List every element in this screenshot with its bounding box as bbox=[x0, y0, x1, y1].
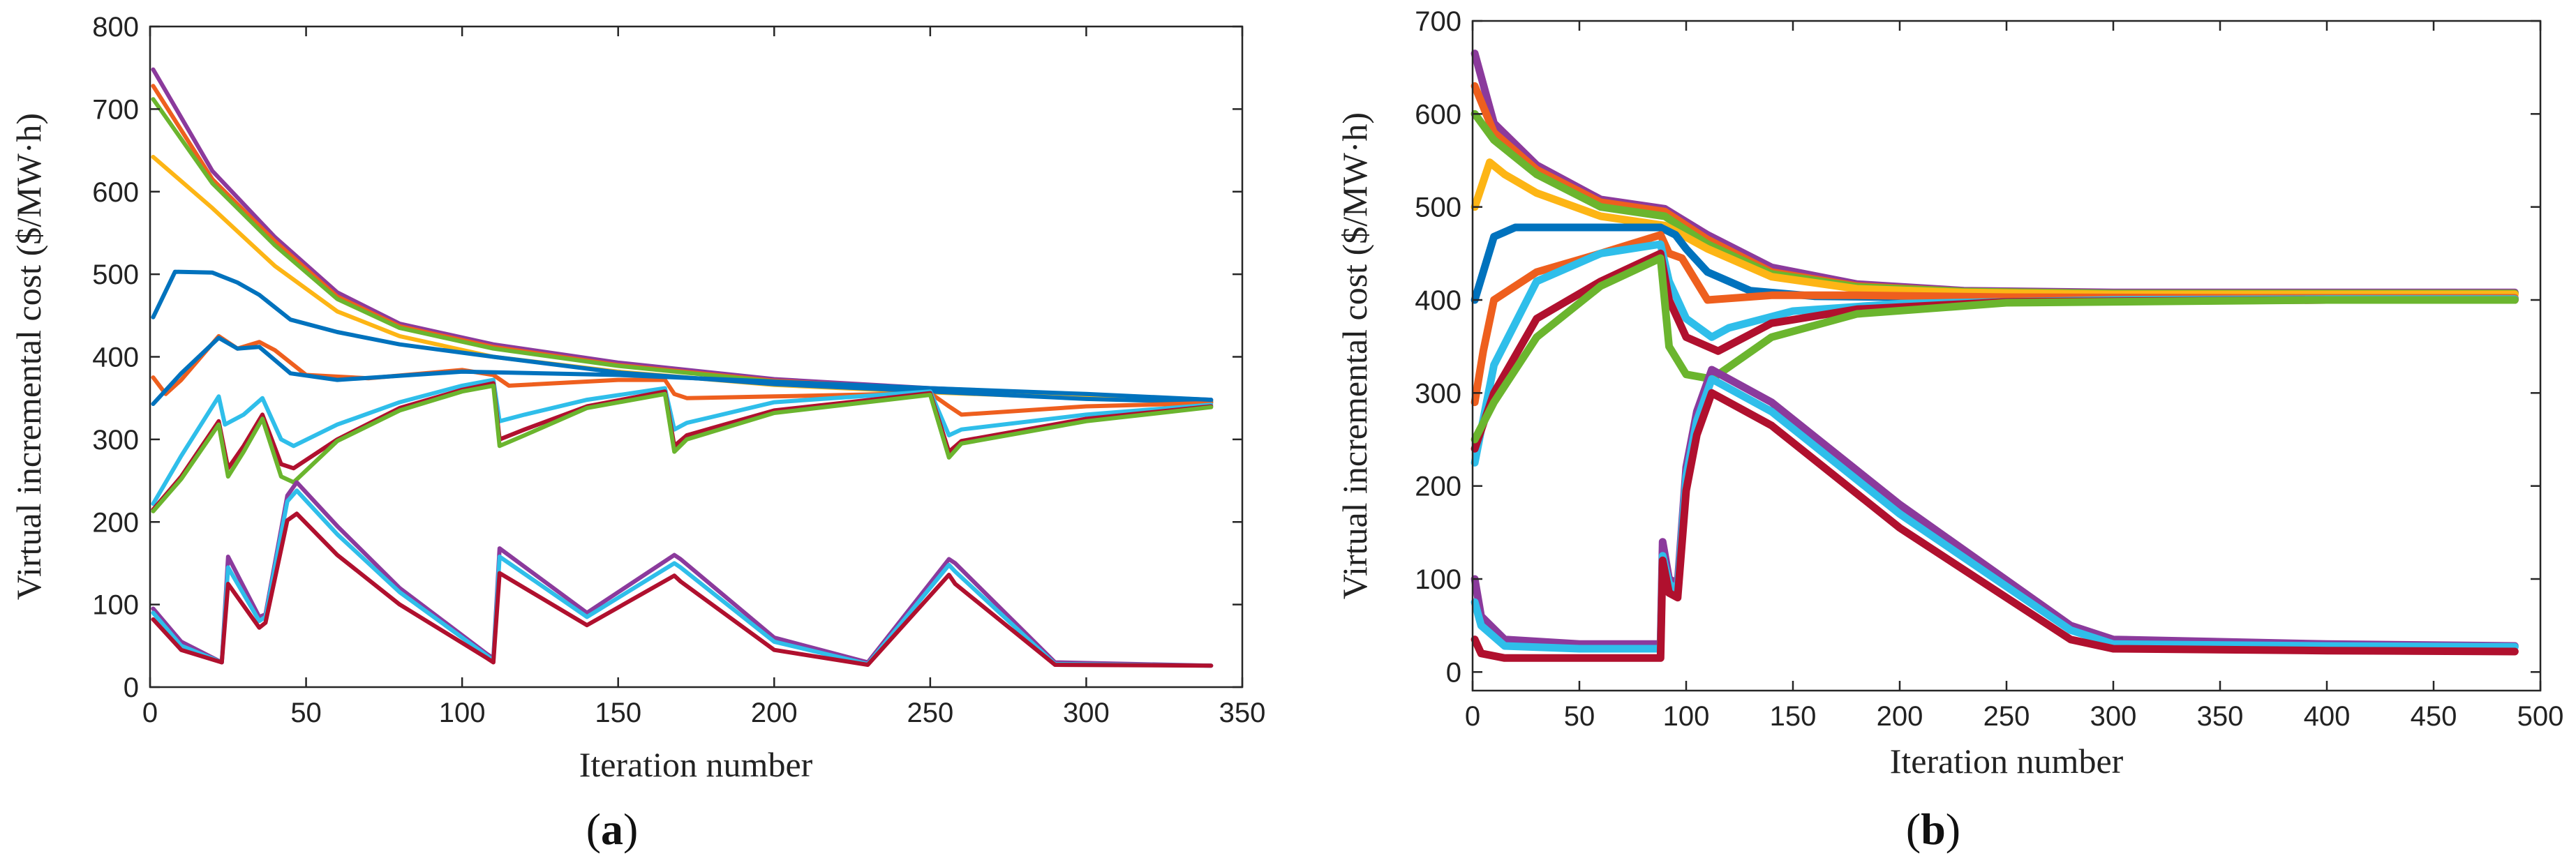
y-tick-label-b: 400 bbox=[1415, 285, 1461, 316]
y-tick-label-a: 700 bbox=[92, 94, 139, 125]
x-tick-label-b: 450 bbox=[2411, 701, 2457, 732]
x-tick-label-a: 350 bbox=[1219, 698, 1266, 728]
series-line-b-low-cyan bbox=[1471, 375, 2519, 653]
y-tick-label-b: 200 bbox=[1415, 472, 1461, 502]
series-line-a-green-upper bbox=[151, 383, 1214, 513]
series-line-a-low-cyan bbox=[151, 488, 1214, 668]
x-tick-label-b: 200 bbox=[1877, 701, 1923, 732]
series-line-a-mid-grey bbox=[151, 336, 1214, 406]
series-line-a-low-red bbox=[151, 511, 1214, 668]
axes-frame-a bbox=[149, 25, 1244, 689]
x-tick-label-a: 300 bbox=[1063, 698, 1110, 728]
x-tick-label-b: 350 bbox=[2197, 701, 2244, 732]
x-tick-label-b: 0 bbox=[1465, 701, 1480, 732]
y-tick-label-b: 500 bbox=[1415, 193, 1461, 223]
y-tick-label-b: 300 bbox=[1415, 378, 1461, 409]
y-axis-label-a: Virtual incremental cost ($/MW·h) bbox=[9, 113, 48, 600]
series-line-b-band-orange bbox=[1471, 231, 2519, 407]
series-line-a-upper-3 bbox=[151, 97, 1214, 404]
x-tick-label-b: 50 bbox=[1564, 701, 1595, 732]
y-tick-label-a: 500 bbox=[92, 260, 139, 290]
x-tick-label-a: 200 bbox=[751, 698, 798, 728]
x-tick-label-a: 150 bbox=[595, 698, 641, 728]
y-axis-label-b: Virtual incremental cost ($/MW·h) bbox=[1335, 112, 1374, 599]
y-tick-label-b: 0 bbox=[1446, 657, 1461, 688]
series-line-a-upper-2 bbox=[151, 84, 1214, 403]
x-tick-label-b: 250 bbox=[1983, 701, 2030, 732]
plot-area-b bbox=[1471, 50, 2519, 662]
y-tick-label-a: 300 bbox=[92, 425, 139, 456]
x-tick-label-b: 300 bbox=[2090, 701, 2137, 732]
y-tick-label-b: 100 bbox=[1415, 564, 1461, 595]
x-tick-label-b: 400 bbox=[2304, 701, 2351, 732]
series-line-b-low-red bbox=[1471, 389, 2519, 662]
x-axis-label-b: Iteration number bbox=[1890, 742, 2124, 781]
panel-letter-a: a bbox=[601, 804, 623, 854]
x-tick-label-b: 100 bbox=[1663, 701, 1710, 732]
panel-a: 0 50 100 150 200 250 300 350 0 100 200 300 400 500 600… bbox=[9, 12, 1265, 854]
plot-area-a bbox=[151, 67, 1214, 668]
y-tick-label-a: 100 bbox=[92, 590, 139, 621]
y-tick-label-a: 600 bbox=[92, 177, 139, 208]
series-line-a-upper-1 bbox=[151, 67, 1214, 403]
x-axis-label-a: Iteration number bbox=[579, 745, 813, 784]
panel-letter-b: b bbox=[1921, 804, 1946, 854]
x-tick-label-b: 500 bbox=[2517, 701, 2564, 732]
series-line-b-low-purple bbox=[1471, 366, 2519, 650]
series-line-b-band-red bbox=[1471, 249, 2519, 453]
panel-label-a: (a) bbox=[586, 804, 639, 854]
x-tick-label-a: 250 bbox=[907, 698, 953, 728]
panel-b: 0 50 100 150 200 250 300 350 400 450 500 0 100 200 300… bbox=[1335, 6, 2563, 854]
series-line-b-band-green bbox=[1471, 254, 2519, 444]
x-tick-label-a: 0 bbox=[142, 698, 158, 728]
panel-label-b: (b) bbox=[1906, 804, 1960, 854]
y-tick-label-a: 0 bbox=[124, 672, 139, 703]
y-tick-label-a: 200 bbox=[92, 507, 139, 538]
y-tick-label-b: 700 bbox=[1415, 6, 1461, 37]
y-tick-label-b: 600 bbox=[1415, 99, 1461, 130]
ticks-b: 0 50 100 150 200 250 300 350 400 450 500 0 100 200 300… bbox=[1415, 6, 2563, 732]
series-line-b-top-purple bbox=[1471, 50, 2519, 296]
x-tick-label-b: 150 bbox=[1770, 701, 1817, 732]
series-line-b-top-orange bbox=[1471, 82, 2519, 298]
y-tick-label-a: 800 bbox=[92, 12, 139, 43]
x-tick-label-a: 50 bbox=[290, 698, 322, 728]
series-line-b-band-cyan bbox=[1471, 240, 2519, 467]
ticks-a: 0 50 100 150 200 250 300 350 0 100 200 300 400 500 600… bbox=[92, 12, 1265, 728]
series-line-a-mid-blue bbox=[151, 269, 1214, 405]
y-tick-label-a: 400 bbox=[92, 343, 139, 373]
x-tick-label-a: 100 bbox=[439, 698, 486, 728]
